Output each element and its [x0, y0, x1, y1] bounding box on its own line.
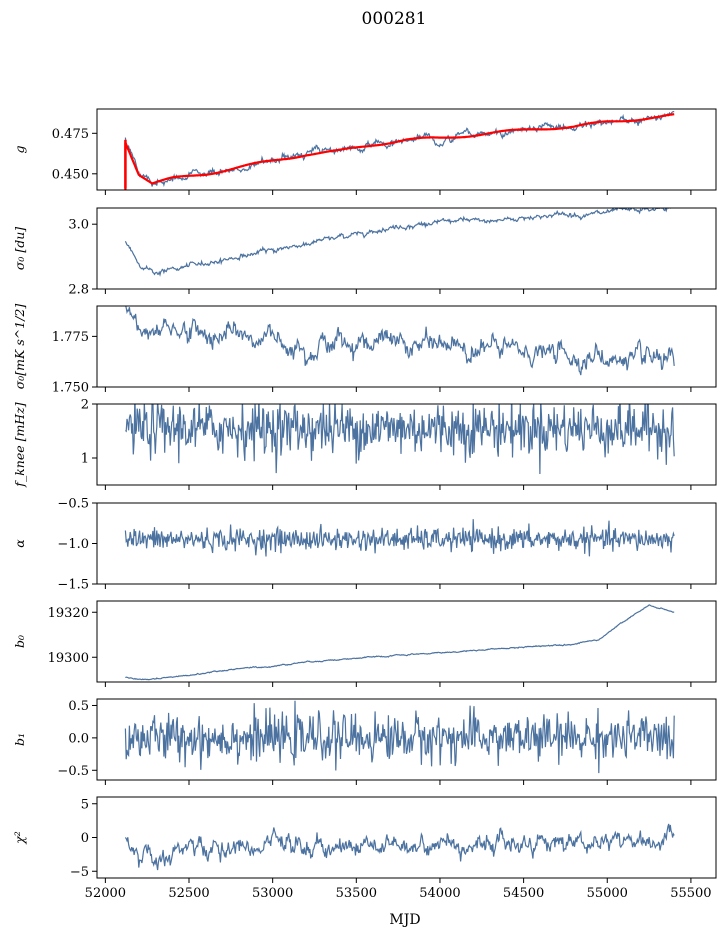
series-line-sigma0_mks: [125, 306, 675, 376]
panel-fknee: 1 2 f_knee [mHz]: [12, 398, 717, 490]
panel-chi2: −5 0 5 52000 52500 53000 53500 54000 54500 55000 5…: [12, 796, 717, 901]
y-tick-label: 19320: [48, 606, 89, 621]
y-axis-label: b₁: [12, 733, 27, 746]
x-tick-label: 54000: [419, 886, 460, 901]
axes-frame: [96, 502, 717, 585]
y-axis-label: f_knee [mHz]: [12, 402, 27, 487]
axes-frame: [96, 305, 717, 388]
fit-line-g: [124, 113, 675, 190]
panel-sigma0: 2.8 3.0 σ₀ [du]: [12, 207, 717, 298]
x-tick-label: 55000: [587, 886, 628, 901]
y-axis-label: b₀: [12, 635, 27, 648]
panels: 0.450 0.475 g 2.8 3.0 σ₀ [du] 1.750 1.775 σ₀[mK …: [12, 108, 717, 901]
y-tick-label: 2.8: [68, 283, 89, 298]
y-tick-label: 1.750: [52, 381, 89, 396]
y-tick-label: 0.475: [52, 127, 89, 142]
y-tick-label: −0.5: [57, 497, 89, 512]
y-tick-label: −5: [70, 865, 89, 880]
y-tick-label: 2: [81, 398, 89, 413]
axes-frame: [96, 698, 717, 781]
y-tick-label: 19300: [48, 651, 89, 666]
series-line-fknee: [124, 404, 675, 475]
y-tick-label: −1.5: [57, 578, 89, 593]
y-tick-label: 0.450: [52, 167, 89, 182]
y-axis-label: σ₀ [du]: [12, 227, 27, 270]
y-axis-label: α: [12, 539, 27, 548]
axes-frame: [96, 108, 717, 191]
y-tick-label: 3.0: [68, 218, 89, 233]
y-axis-label: g: [12, 145, 27, 153]
x-tick-label: 52500: [168, 886, 209, 901]
series-line-b1: [124, 700, 675, 774]
panel-sigma0_mks: 1.750 1.775 σ₀[mK s^1/2]: [12, 304, 717, 396]
series-line-alpha: [124, 519, 675, 557]
series-line-b0: [125, 604, 675, 681]
axes-frame: [96, 796, 717, 879]
axes-frame: [96, 403, 717, 486]
y-tick-label: 1.775: [52, 330, 89, 345]
x-axis-label: MJD: [389, 912, 420, 928]
y-tick-label: 5: [81, 797, 89, 812]
axes-frame: [96, 600, 717, 683]
x-tick-label: 53000: [252, 886, 293, 901]
y-axis-label: σ₀[mK s^1/2]: [12, 304, 27, 390]
y-tick-label: 0.5: [68, 699, 89, 714]
panel-alpha: −1.5 −1.0 −0.5 α: [12, 497, 717, 593]
x-tick-label: 54500: [503, 886, 544, 901]
y-tick-label: 0.0: [68, 731, 89, 746]
x-tick-label: 55500: [670, 886, 711, 901]
y-tick-label: −1.0: [57, 537, 89, 552]
y-tick-label: −0.5: [57, 764, 89, 779]
y-axis-label: χ²: [12, 831, 27, 845]
panel-g: 0.450 0.475 g: [12, 108, 717, 195]
axes-frame: [96, 207, 717, 290]
panel-b0: 19300 19320 b₀: [12, 600, 717, 687]
y-tick-label: 1: [81, 452, 89, 467]
series-line-sigma0: [124, 208, 673, 277]
x-tick-label: 53500: [336, 886, 377, 901]
panel-b1: −0.5 0.0 0.5 b₁: [12, 698, 717, 785]
series-line-chi2: [124, 823, 675, 871]
y-tick-label: 0: [81, 831, 89, 846]
x-tick-label: 52000: [85, 886, 126, 901]
figure-title: 000281: [362, 9, 427, 29]
